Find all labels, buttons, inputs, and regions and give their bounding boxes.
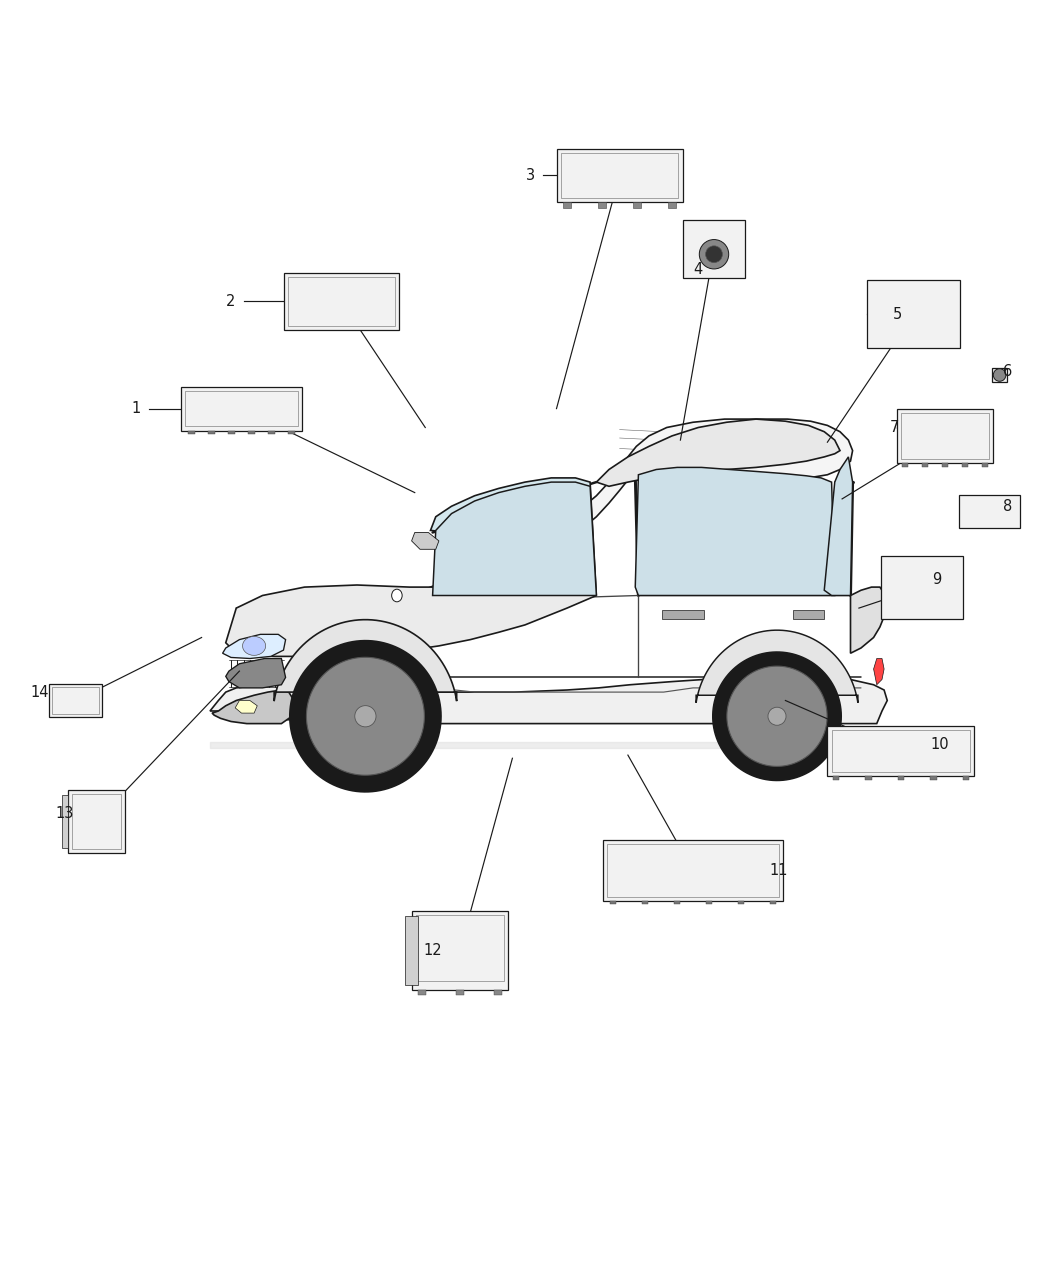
Bar xyxy=(901,413,989,459)
Bar xyxy=(284,273,399,330)
Text: 7: 7 xyxy=(890,419,899,435)
Ellipse shape xyxy=(699,240,729,269)
Bar xyxy=(982,463,988,468)
Bar xyxy=(674,901,680,904)
Bar xyxy=(682,221,745,278)
Ellipse shape xyxy=(392,589,402,602)
Bar xyxy=(597,201,606,208)
Bar xyxy=(49,683,102,718)
Text: 3: 3 xyxy=(526,168,534,184)
Polygon shape xyxy=(235,700,257,713)
Polygon shape xyxy=(713,652,841,780)
Bar xyxy=(412,912,508,989)
Polygon shape xyxy=(850,586,887,653)
Polygon shape xyxy=(290,640,441,792)
Bar xyxy=(642,901,648,904)
Polygon shape xyxy=(433,482,596,595)
Bar xyxy=(793,611,824,618)
Bar xyxy=(249,431,255,434)
Bar xyxy=(494,989,502,994)
Bar xyxy=(867,280,960,348)
Bar xyxy=(662,611,704,618)
Bar xyxy=(208,431,215,434)
Ellipse shape xyxy=(355,705,376,727)
Text: 12: 12 xyxy=(423,944,442,958)
Bar xyxy=(898,776,904,780)
Bar xyxy=(832,729,970,771)
Bar xyxy=(556,149,682,201)
Text: 9: 9 xyxy=(932,572,941,588)
Bar xyxy=(288,277,395,326)
Bar xyxy=(63,796,67,848)
Bar xyxy=(52,687,99,714)
Polygon shape xyxy=(223,635,286,658)
Bar xyxy=(416,915,504,982)
Bar xyxy=(962,463,968,468)
Polygon shape xyxy=(635,468,835,595)
Text: 1: 1 xyxy=(132,402,141,416)
Ellipse shape xyxy=(243,636,266,655)
Text: 2: 2 xyxy=(227,295,235,309)
Bar xyxy=(959,495,1020,528)
Polygon shape xyxy=(412,533,439,550)
Bar xyxy=(922,463,928,468)
Bar xyxy=(902,463,908,468)
Bar xyxy=(897,408,993,463)
Text: 6: 6 xyxy=(1004,365,1012,380)
Bar xyxy=(770,901,776,904)
Ellipse shape xyxy=(768,708,786,725)
Bar xyxy=(738,901,744,904)
Polygon shape xyxy=(226,658,286,688)
Text: 5: 5 xyxy=(894,306,902,321)
Bar xyxy=(71,794,122,849)
Polygon shape xyxy=(696,630,858,703)
Bar xyxy=(827,725,974,776)
Polygon shape xyxy=(210,677,887,724)
Bar xyxy=(561,153,678,198)
Bar xyxy=(607,844,779,896)
Polygon shape xyxy=(727,666,827,766)
Bar xyxy=(186,390,298,426)
Text: 14: 14 xyxy=(30,685,49,700)
Polygon shape xyxy=(824,456,853,595)
Bar xyxy=(930,776,937,780)
Polygon shape xyxy=(274,620,457,701)
Bar xyxy=(269,431,275,434)
Text: 8: 8 xyxy=(1004,499,1012,514)
Bar xyxy=(963,776,969,780)
Bar xyxy=(563,201,571,208)
Bar xyxy=(668,201,676,208)
Bar xyxy=(833,776,839,780)
Bar xyxy=(706,901,712,904)
Bar xyxy=(942,463,948,468)
Polygon shape xyxy=(212,690,294,724)
Bar xyxy=(229,431,235,434)
Polygon shape xyxy=(307,658,424,775)
Bar xyxy=(633,201,642,208)
Text: 11: 11 xyxy=(770,863,789,878)
Text: 13: 13 xyxy=(56,806,75,821)
Polygon shape xyxy=(596,419,840,486)
Bar xyxy=(603,840,783,901)
Polygon shape xyxy=(401,419,853,608)
Bar xyxy=(405,917,418,984)
Ellipse shape xyxy=(993,368,1006,381)
Bar xyxy=(865,776,871,780)
Ellipse shape xyxy=(706,246,722,263)
Bar xyxy=(456,989,464,994)
Polygon shape xyxy=(874,658,884,685)
Bar xyxy=(67,789,126,853)
Bar xyxy=(610,901,616,904)
Bar xyxy=(992,367,1007,382)
Polygon shape xyxy=(226,585,596,657)
Text: 4: 4 xyxy=(694,263,702,278)
Bar xyxy=(418,989,426,994)
Bar xyxy=(189,431,195,434)
Text: 10: 10 xyxy=(930,737,949,752)
Bar xyxy=(182,386,302,431)
Polygon shape xyxy=(430,478,596,595)
Bar xyxy=(288,431,294,434)
Bar xyxy=(881,556,963,618)
